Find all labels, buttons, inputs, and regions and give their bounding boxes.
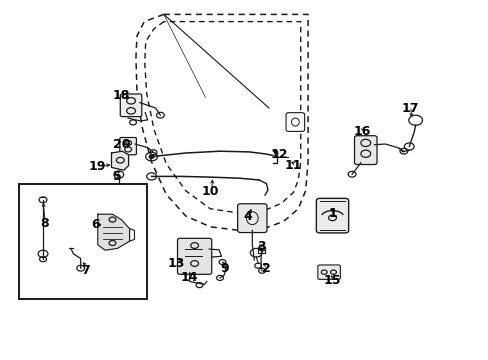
FancyBboxPatch shape [177,238,211,274]
Text: 1: 1 [327,207,336,220]
Circle shape [149,155,154,158]
FancyBboxPatch shape [316,198,348,233]
Text: 11: 11 [284,159,302,172]
FancyBboxPatch shape [317,265,340,279]
Text: 7: 7 [81,264,90,276]
Text: 8: 8 [41,217,49,230]
Text: 20: 20 [112,138,130,150]
Text: 9: 9 [220,262,229,275]
Text: 17: 17 [401,102,419,114]
Bar [19,184,146,299]
Text: 19: 19 [88,160,105,173]
Text: 12: 12 [270,148,288,161]
Text: 10: 10 [201,185,219,198]
Text: 6: 6 [91,219,100,231]
Text: 15: 15 [323,274,341,287]
FancyBboxPatch shape [120,138,136,155]
Polygon shape [98,214,129,250]
Text: 4: 4 [243,210,252,222]
Text: 13: 13 [167,257,184,270]
FancyBboxPatch shape [237,204,266,233]
Text: 16: 16 [352,125,370,138]
Text: 3: 3 [256,240,265,253]
FancyBboxPatch shape [354,136,376,165]
Text: 14: 14 [181,271,198,284]
Text: 5: 5 [113,170,122,183]
FancyBboxPatch shape [285,113,304,131]
Polygon shape [111,151,128,170]
FancyBboxPatch shape [120,94,142,117]
Text: 2: 2 [262,262,270,275]
Text: 18: 18 [112,89,130,102]
